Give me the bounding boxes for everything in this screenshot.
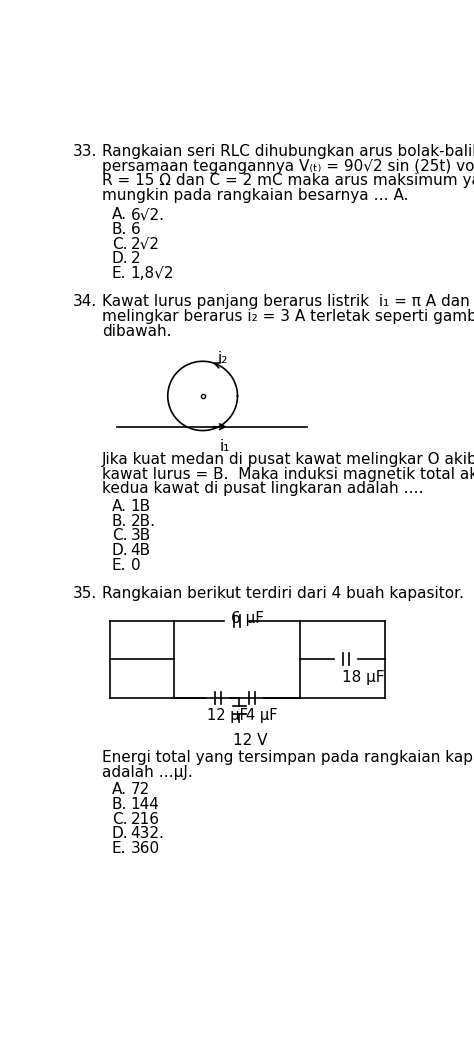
Text: 216: 216 xyxy=(130,812,160,827)
Text: 3B: 3B xyxy=(130,528,151,544)
Text: kedua kawat di pusat lingkaran adalah ….: kedua kawat di pusat lingkaran adalah …. xyxy=(102,481,423,496)
Text: dibawah.: dibawah. xyxy=(102,323,172,338)
Text: i₂: i₂ xyxy=(218,351,228,366)
Text: R = 15 Ω dan C = 2 mC maka arus maksimum yang: R = 15 Ω dan C = 2 mC maka arus maksimum… xyxy=(102,174,474,189)
Text: 6√2.: 6√2. xyxy=(130,208,164,223)
Text: 33.: 33. xyxy=(73,144,98,159)
Text: A.: A. xyxy=(112,208,127,223)
Text: E.: E. xyxy=(112,266,127,281)
Text: 6 μF: 6 μF xyxy=(230,611,264,625)
Text: 432.: 432. xyxy=(130,827,164,842)
Text: 144: 144 xyxy=(130,797,159,812)
Text: i₁: i₁ xyxy=(219,439,230,454)
Text: D.: D. xyxy=(112,543,128,558)
Text: 360: 360 xyxy=(130,841,160,856)
Text: 1,8√2: 1,8√2 xyxy=(130,266,174,281)
Text: B.: B. xyxy=(112,797,128,812)
Text: C.: C. xyxy=(112,812,128,827)
Text: 0: 0 xyxy=(130,558,140,572)
Text: 12 μF: 12 μF xyxy=(207,708,248,723)
Text: Jika kuat medan di pusat kawat melingkar O akibat: Jika kuat medan di pusat kawat melingkar… xyxy=(102,453,474,467)
Text: D.: D. xyxy=(112,251,128,266)
Text: kawat lurus = B.  Maka induksi magnetik total akibat: kawat lurus = B. Maka induksi magnetik t… xyxy=(102,466,474,482)
Text: 12 V: 12 V xyxy=(233,734,268,748)
Text: B.: B. xyxy=(112,222,128,237)
Text: E.: E. xyxy=(112,558,127,572)
Text: 2B.: 2B. xyxy=(130,514,155,529)
Text: 34.: 34. xyxy=(73,295,98,310)
Text: Rangkaian berikut terdiri dari 4 buah kapasitor.: Rangkaian berikut terdiri dari 4 buah ka… xyxy=(102,586,464,601)
Text: persamaan tegangannya V₍ₜ₎ = 90√2 sin (25t) volt. Bila: persamaan tegangannya V₍ₜ₎ = 90√2 sin (2… xyxy=(102,159,474,174)
Text: C.: C. xyxy=(112,236,128,251)
Text: mungkin pada rangkaian besarnya … A.: mungkin pada rangkaian besarnya … A. xyxy=(102,188,409,204)
Text: 4B: 4B xyxy=(130,543,151,558)
Text: Energi total yang tersimpan pada rangkaian kapasitor: Energi total yang tersimpan pada rangkai… xyxy=(102,750,474,765)
Text: A.: A. xyxy=(112,499,127,514)
Text: Rangkaian seri RLC dihubungkan arus bolak-balik yang: Rangkaian seri RLC dihubungkan arus bola… xyxy=(102,144,474,159)
Text: D.: D. xyxy=(112,827,128,842)
Text: E.: E. xyxy=(112,841,127,856)
Text: 35.: 35. xyxy=(73,586,98,601)
Text: adalah …μJ.: adalah …μJ. xyxy=(102,764,192,780)
Text: A.: A. xyxy=(112,782,127,797)
Text: C.: C. xyxy=(112,528,128,544)
Text: Kawat lurus panjang berarus listrik  i₁ = π A dan kawat: Kawat lurus panjang berarus listrik i₁ =… xyxy=(102,295,474,310)
Text: 6: 6 xyxy=(130,222,140,237)
Text: 2√2: 2√2 xyxy=(130,236,160,251)
Text: 2: 2 xyxy=(130,251,140,266)
Text: 72: 72 xyxy=(130,782,150,797)
Text: melingkar berarus i₂ = 3 A terletak seperti gambar: melingkar berarus i₂ = 3 A terletak sepe… xyxy=(102,308,474,324)
Text: 4 μF: 4 μF xyxy=(246,708,277,723)
Text: 18 μF: 18 μF xyxy=(342,670,384,685)
Text: 1B: 1B xyxy=(130,499,151,514)
Text: B.: B. xyxy=(112,514,128,529)
